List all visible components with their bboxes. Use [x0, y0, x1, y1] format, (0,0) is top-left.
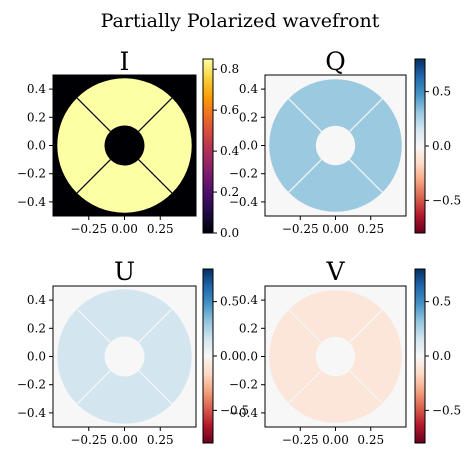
- panel-u-title: U: [114, 257, 135, 286]
- panel-u-colorbar: [202, 268, 214, 444]
- panel-v-colorbar: [414, 268, 426, 444]
- panel-u-spider-2: [76, 308, 111, 343]
- panel-u-xtick-label: −0.25: [70, 433, 107, 447]
- panel-v-spider-2: [288, 309, 322, 343]
- panel-v-xtick-label: −0.25: [282, 433, 319, 447]
- panel-v-ytick-label: −0.2: [229, 378, 258, 392]
- panel-i-central-obscuration: [104, 125, 145, 166]
- panel-i-colorbar-tick-label: 0.8: [220, 62, 239, 76]
- panel-u-spider-3: [76, 370, 111, 405]
- panel-v-colorbar-tick-label: 0.0: [432, 349, 451, 363]
- panel-i-colorbar-tick-label: 0.6: [220, 103, 239, 117]
- panel-i-colorbar: [202, 58, 214, 234]
- panel-u-ytick-label: −0.2: [17, 378, 46, 392]
- panel-v-xtick-label: 0.00: [322, 433, 349, 447]
- panel-q-title: Q: [325, 47, 346, 76]
- panel-u-spider-1: [138, 308, 173, 343]
- panel-u: U −0.25 0.00 0.25 0.4 0.2 0.0 −0.2 −0.4 0.5 0.0 −0.…: [17, 257, 249, 447]
- panel-u-colorbar-tick-label: 0.5: [220, 295, 239, 309]
- panel-i-colorbar-tick-label: 0.2: [220, 185, 239, 199]
- panel-u-xtick-label: 0.25: [147, 433, 174, 447]
- panel-i-colorbar-tick-label: 0.4: [220, 144, 239, 158]
- panel-v-spider-1: [349, 309, 383, 343]
- figure-title: Partially Polarized wavefront: [101, 10, 380, 32]
- panel-u-colorbar-tick-label: −0.5: [220, 403, 249, 417]
- panel-i-ytick-label: 0.0: [27, 139, 46, 153]
- panel-i-ytick-label: 0.4: [27, 82, 46, 96]
- panel-i-xtick-label: −0.25: [70, 222, 107, 236]
- panel-i-spider-4: [138, 159, 173, 194]
- panel-u-spider-4: [138, 370, 173, 405]
- panel-i-spider-3: [76, 159, 111, 194]
- panel-q-spider-2: [288, 98, 322, 132]
- panel-q-ytick-label: −0.4: [229, 195, 259, 209]
- panel-v-ytick-label: −0.4: [229, 406, 259, 420]
- panel-q-spider-4: [349, 159, 383, 193]
- panel-v-ytick-label: 0.0: [239, 350, 258, 364]
- panel-i-colorbar-tick-label: 0.0: [220, 226, 239, 240]
- panel-q-colorbar-tick-label: 0.5: [432, 85, 451, 99]
- panel-q-colorbar: [414, 58, 426, 234]
- panel-u-ytick-label: 0.2: [27, 321, 46, 335]
- panel-i-ytick-label: −0.2: [17, 167, 46, 181]
- panel-u-colorbar-tick-label: 0.0: [220, 349, 239, 363]
- panel-v-title: V: [325, 257, 345, 286]
- panel-i-title: I: [120, 47, 130, 76]
- panel-u-ytick-label: −0.4: [17, 406, 47, 420]
- panel-i-spider-1: [138, 97, 173, 132]
- panel-v-xtick-label: 0.25: [357, 433, 384, 447]
- panel-v-central-obscuration: [315, 336, 356, 377]
- panel-u-xtick-label: 0.00: [111, 433, 138, 447]
- panel-q-central-obscuration: [315, 125, 356, 166]
- panel-q-colorbar-tick-label: −0.5: [432, 193, 461, 207]
- panel-q-ytick-label: −0.2: [229, 167, 258, 181]
- panel-i-spider-2: [76, 97, 111, 132]
- panel-q-xtick-label: −0.25: [282, 222, 319, 236]
- panel-v-spider-4: [349, 370, 383, 404]
- panel-u-central-obscuration: [104, 336, 145, 377]
- panel-u-ytick-label: 0.0: [27, 350, 46, 364]
- panel-q-ytick-label: 0.0: [239, 139, 258, 153]
- panel-v-spider-3: [288, 370, 322, 404]
- panel-v-colorbar-tick-label: −0.5: [432, 403, 461, 417]
- panel-u-ytick-label: 0.4: [27, 293, 46, 307]
- panel-v-colorbar-tick-label: 0.5: [432, 295, 451, 309]
- panel-i-ytick-label: −0.4: [17, 195, 47, 209]
- panel-i-xtick-label: 0.00: [111, 222, 138, 236]
- panel-q-colorbar-tick-label: 0.0: [432, 139, 451, 153]
- panel-q-spider-1: [349, 98, 383, 132]
- panel-v-ytick-label: 0.4: [239, 293, 258, 307]
- panel-q-spider-3: [288, 159, 322, 193]
- panel-q-xtick-label: 0.25: [357, 222, 384, 236]
- panel-i-ytick-label: 0.2: [27, 110, 46, 124]
- panel-v: V −0.25 0.00 0.25 0.4 0.2 0.0 −0.2 −0.4 0.5 0.0 −0.…: [229, 257, 461, 447]
- panel-i-xtick-label: 0.25: [147, 222, 174, 236]
- panel-q: Q −0.25 0.00 0.25 0.4 0.2 0.0 −0.2 −0.4 0.5 0.0 −0.…: [229, 47, 461, 236]
- panel-i: I −0.25 0.00 0.25 0.4 0.2 0.0 −0.2 −0.4 0.8 0.6 0.4…: [17, 47, 240, 240]
- panel-q-xtick-label: 0.00: [322, 222, 349, 236]
- panel-q-ytick-label: 0.2: [239, 110, 258, 124]
- panel-v-ytick-label: 0.2: [239, 321, 258, 335]
- panel-q-ytick-label: 0.4: [239, 82, 258, 96]
